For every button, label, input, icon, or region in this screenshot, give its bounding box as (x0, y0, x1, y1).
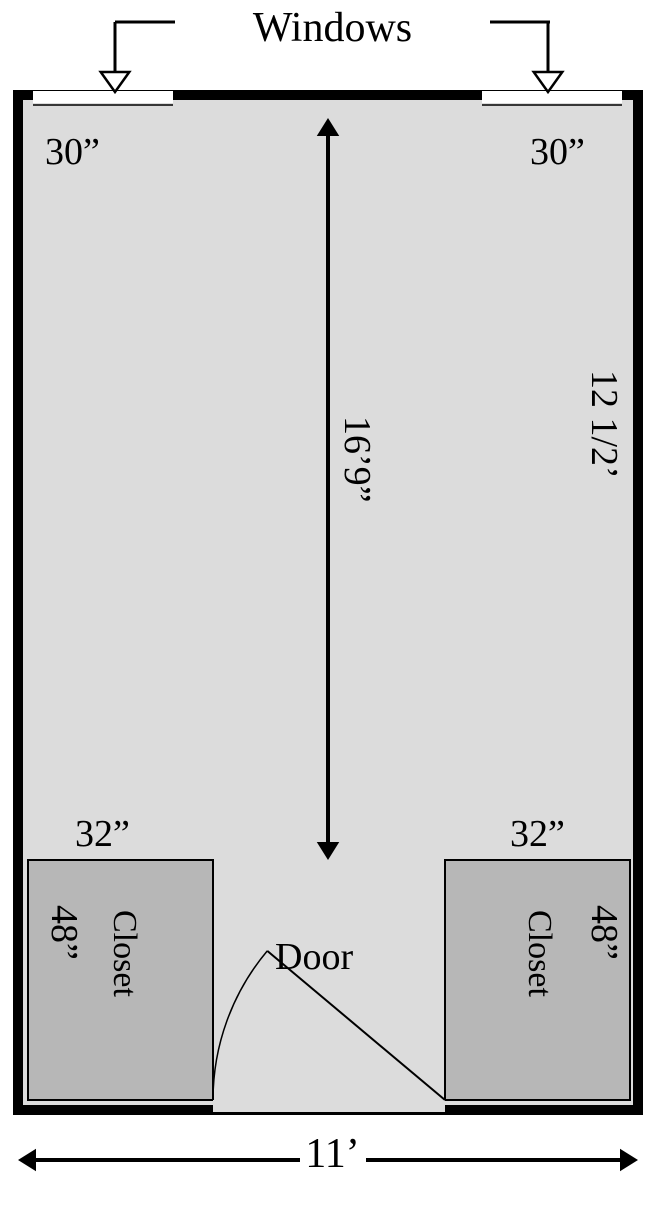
closet-left-depth-dim: 48” (42, 905, 86, 960)
closet-right-width-dim: 32” (510, 812, 565, 856)
closet-right-depth-dim: 48” (582, 905, 626, 960)
window-right-dim: 30” (530, 130, 585, 174)
interior-height-dim: 16’9” (335, 410, 379, 509)
closet-left-label: Closet (105, 910, 143, 997)
wall-height-dim: 12 1/2’ (582, 370, 626, 479)
floorplan-canvas: Windows 30” 30” 16’9” 12 1/2’ 32” 32” 48… (0, 0, 665, 1205)
windows-label: Windows (0, 4, 665, 52)
door-label: Door (275, 935, 353, 979)
room-width-dim: 11’ (0, 1130, 665, 1178)
closet-right-label: Closet (520, 910, 558, 997)
closet-left-width-dim: 32” (75, 812, 130, 856)
floorplan-svg (0, 0, 665, 1205)
window-left-dim: 30” (45, 130, 100, 174)
